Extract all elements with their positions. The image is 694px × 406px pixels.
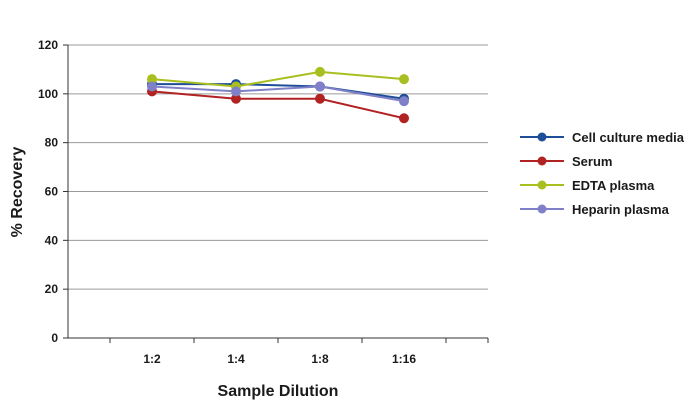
data-point xyxy=(399,74,409,85)
data-point xyxy=(399,113,409,124)
series-line xyxy=(151,90,405,120)
y-tick-label: 60 xyxy=(45,185,59,199)
legend-item: EDTA plasma xyxy=(520,178,655,193)
data-point xyxy=(315,81,325,92)
series-group xyxy=(147,86,409,124)
y-axis-title: % Recovery xyxy=(9,147,26,238)
y-tick-label: 40 xyxy=(45,233,59,247)
axes xyxy=(63,44,489,343)
data-point xyxy=(315,66,325,77)
series-line xyxy=(152,83,405,100)
legend-label: EDTA plasma xyxy=(572,178,655,193)
x-tick-labels: 1:2 1:4 1:8 1:16 xyxy=(143,352,416,366)
y-tick-label: 20 xyxy=(45,282,59,296)
legend-label: Cell culture media xyxy=(572,130,685,145)
x-tick-label: 1:2 xyxy=(143,352,161,366)
legend-item: Cell culture media xyxy=(520,130,685,145)
y-tick-label: 80 xyxy=(45,136,59,150)
legend-swatch-marker xyxy=(537,204,547,214)
data-point xyxy=(147,81,157,92)
y-tick-labels: 0 20 40 60 80 100 120 xyxy=(38,38,58,345)
data-point xyxy=(315,93,325,104)
series xyxy=(147,66,409,124)
legend-label: Heparin plasma xyxy=(572,202,670,217)
y-tick-label: 0 xyxy=(51,331,58,345)
legend-swatch-marker xyxy=(537,132,547,142)
legend-swatch-marker xyxy=(537,180,547,190)
x-axis-title: Sample Dilution xyxy=(218,383,339,400)
series-line xyxy=(151,85,405,103)
legend-swatch-marker xyxy=(537,156,547,166)
data-point xyxy=(399,96,409,107)
y-tick-label: 120 xyxy=(38,38,58,52)
series-group xyxy=(147,66,409,92)
legend-item: Serum xyxy=(520,154,612,169)
series-line xyxy=(151,70,405,88)
data-point xyxy=(231,86,241,97)
x-tick-label: 1:16 xyxy=(392,352,416,366)
x-tick-label: 1:4 xyxy=(227,352,245,366)
gridlines xyxy=(68,44,488,290)
x-tick-label: 1:8 xyxy=(311,352,329,366)
series-group xyxy=(147,81,409,107)
legend: Cell culture media Serum EDTA plasma Hepari… xyxy=(520,130,685,217)
legend-label: Serum xyxy=(572,154,612,169)
y-tick-label: 100 xyxy=(38,87,58,101)
legend-item: Heparin plasma xyxy=(520,202,670,217)
